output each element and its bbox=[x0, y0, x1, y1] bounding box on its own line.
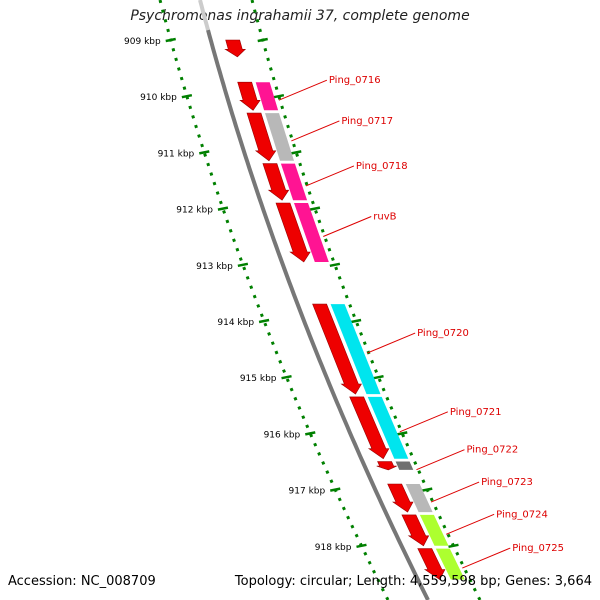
gene-arrow bbox=[237, 81, 261, 111]
ruler-tick-label: 910 kbp bbox=[140, 93, 177, 103]
gene-label: Ping_0723 bbox=[481, 477, 533, 488]
ruler-tick-label: 914 kbp bbox=[217, 318, 254, 328]
ruler-tick-right bbox=[257, 37, 268, 43]
page-title: Psychromonas ingrahamii 37, complete gen… bbox=[130, 8, 470, 24]
gene-function-band bbox=[435, 548, 465, 580]
ruler-tick-right bbox=[273, 93, 285, 99]
gene-label: ruvB bbox=[373, 211, 396, 222]
gene-arrow bbox=[376, 461, 397, 471]
gene-arrow bbox=[262, 163, 290, 201]
ruler-boundary-left bbox=[158, 0, 390, 600]
gene-arrow bbox=[246, 112, 277, 162]
gene-function-band bbox=[255, 82, 279, 111]
ruler-tick-label: 916 kbp bbox=[264, 430, 301, 440]
gene-arrow bbox=[387, 483, 414, 513]
gene-arrow bbox=[275, 202, 311, 263]
ruler-tick-right bbox=[309, 206, 321, 211]
gene-function-band bbox=[405, 484, 433, 513]
gene-arrow bbox=[401, 514, 430, 547]
ruler-tick-left bbox=[165, 37, 176, 43]
ruler-tick-label: 917 kbp bbox=[289, 487, 326, 497]
ruler-tick-left bbox=[181, 93, 193, 99]
gene-label-leader bbox=[291, 120, 340, 142]
gene-label: Ping_0720 bbox=[417, 328, 469, 339]
gene-label: Ping_0722 bbox=[466, 445, 518, 456]
gene-label-leader bbox=[305, 165, 355, 187]
gene-function-band bbox=[330, 304, 381, 395]
ruler-tick-right bbox=[421, 487, 433, 492]
ruler-tick-right bbox=[448, 543, 459, 549]
gene-label-leader bbox=[416, 449, 465, 471]
ruler-tick-label: 915 kbp bbox=[240, 374, 277, 384]
accession-label: Accession: NC_008709 bbox=[8, 574, 156, 589]
ruler-tick-label: 913 kbp bbox=[196, 262, 233, 272]
gene-function-band bbox=[280, 163, 308, 201]
ruler-tick-left bbox=[217, 206, 229, 211]
ruler-tick-left bbox=[237, 262, 249, 268]
ruler-boundary-right bbox=[250, 0, 482, 600]
ruler-tick-left bbox=[305, 431, 316, 436]
gene-function-band bbox=[294, 203, 329, 262]
gene-label-leader bbox=[430, 481, 480, 503]
ruler-tick-label: 918 kbp bbox=[315, 543, 352, 553]
gene-arrow bbox=[417, 548, 446, 580]
ruler-tick-right bbox=[291, 150, 302, 155]
ruler-tick-label: 912 kbp bbox=[176, 206, 213, 216]
gene-label: Ping_0717 bbox=[341, 116, 393, 127]
gene-label-leader bbox=[366, 332, 416, 354]
gene-label: Ping_0724 bbox=[496, 509, 548, 520]
ruler-tick-label: 909 kbp bbox=[124, 37, 161, 47]
gene-label-leader bbox=[462, 547, 511, 569]
ruler-tick-left bbox=[258, 318, 270, 324]
ruler-tick-left bbox=[329, 487, 341, 492]
gene-arrow bbox=[312, 303, 362, 395]
genome-backbone-fade bbox=[198, 0, 210, 31]
gene-label-leader bbox=[323, 216, 372, 237]
gene-label-leader bbox=[399, 411, 449, 433]
ruler-tick-right bbox=[373, 374, 384, 380]
gene-arrow bbox=[349, 396, 390, 460]
gene-label-leader bbox=[278, 79, 328, 101]
gene-label: Ping_0721 bbox=[450, 407, 502, 418]
ruler-tick-left bbox=[281, 374, 292, 380]
ruler-tick-left bbox=[199, 150, 210, 155]
gene-function-band bbox=[395, 461, 414, 470]
gene-label: Ping_0718 bbox=[356, 161, 408, 172]
gene-label: Ping_0725 bbox=[512, 543, 564, 554]
gene-label: Ping_0716 bbox=[329, 75, 381, 86]
gene-label-leader bbox=[445, 513, 495, 535]
ruler-tick-left bbox=[356, 543, 367, 549]
genome-backbone bbox=[206, 29, 430, 600]
ruler-tick-right bbox=[350, 318, 362, 324]
ruler-tick-label: 911 kbp bbox=[158, 149, 195, 159]
gene-function-band bbox=[367, 396, 409, 459]
gene-function-band bbox=[265, 113, 294, 161]
ruler-tick-right bbox=[329, 262, 341, 268]
ruler-tick-right bbox=[397, 431, 408, 436]
gene-arrow bbox=[224, 39, 247, 58]
gene-function-band bbox=[419, 514, 449, 546]
topology-label: Topology: circular; Length: 4,559,598 bp… bbox=[234, 574, 592, 589]
